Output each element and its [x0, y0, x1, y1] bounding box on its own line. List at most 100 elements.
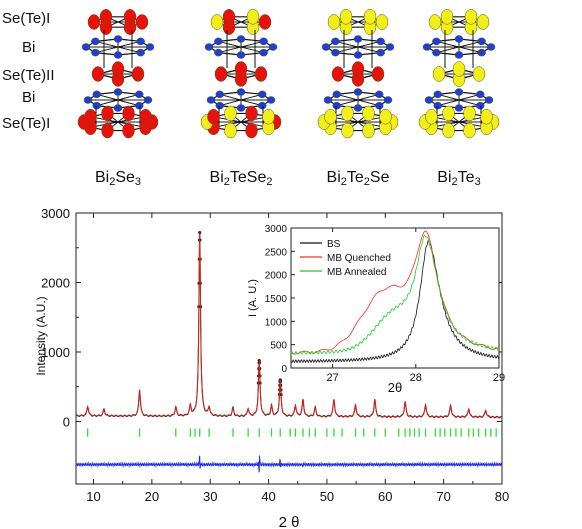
bismuth-atom: [145, 43, 155, 51]
main-y-tick-label: 2000: [41, 275, 70, 290]
layer-labels: Se(Te)I Bi Se(Te)II Bi Se(Te)I: [2, 10, 55, 132]
molecule-drawings: [77, 9, 500, 139]
bismuth-atom: [113, 51, 123, 59]
chalcogen-atom: [111, 61, 125, 77]
chalcogen-atom: [440, 9, 454, 25]
bismuth-atom: [486, 43, 496, 51]
inset-plot-frame: [290, 227, 500, 369]
bismuth-atom: [113, 88, 123, 96]
bismuth-atom: [268, 43, 278, 51]
inset-y-tick-label: 500: [270, 341, 287, 352]
inset-x-tick-label: 29: [493, 372, 505, 384]
inset-legend: BS MB Quenched MB Annealed: [300, 239, 391, 278]
bismuth-atom: [383, 96, 393, 104]
bismuth-atom: [134, 101, 144, 110]
bismuth-atom: [136, 37, 145, 46]
bismuth-atom: [321, 43, 331, 51]
bismuth-atom: [92, 90, 102, 99]
crystal-structure-3: [317, 9, 399, 139]
xrd-main-chart: 10 20 30 40 50 60 70 80 0 1000 2000 3000 2 θ Intens…: [34, 206, 509, 529]
inset-axes: 27 28 29 0 500 1000 1500 2000 2500 3000: [265, 224, 505, 384]
chalcogen-atom: [362, 105, 375, 122]
bismuth-atom: [81, 43, 91, 51]
bismuth-atom: [236, 35, 246, 43]
chalcogen-atom: [224, 122, 237, 139]
bismuth-atom: [214, 37, 223, 46]
bismuth-atom: [134, 90, 144, 99]
chalcogen-atom: [472, 66, 486, 82]
bismuth-atom: [206, 96, 216, 104]
chalcogen-atom: [222, 9, 236, 25]
inset-y-tick-label: 2500: [265, 247, 288, 258]
chalcogen-atom: [246, 9, 260, 25]
bismuth-atom: [143, 96, 153, 104]
bismuth-atom: [432, 37, 441, 46]
bismuth-atom: [257, 101, 267, 110]
legend-entry: MB Quenched: [327, 253, 391, 264]
bismuth-atom: [83, 96, 93, 104]
main-y-tick-label: 1000: [41, 345, 70, 360]
chalcogen-atom: [214, 66, 228, 82]
bismuth-atom: [215, 90, 225, 99]
chalcogen-atom: [463, 122, 476, 139]
main-y-tick-label: 3000: [41, 206, 70, 221]
bismuth-atom: [91, 37, 100, 46]
chalcogen-atom: [464, 9, 478, 25]
main-x-tick-label: 60: [378, 489, 392, 504]
main-x-tick-label: 10: [86, 489, 100, 504]
chalcogen-atom: [91, 66, 105, 82]
layer-label: Bi: [22, 89, 35, 106]
chalcogen-atom: [339, 9, 353, 25]
chalcogen-atom: [258, 14, 272, 30]
inset-series-line: [290, 234, 500, 355]
main-x-tick-label: 80: [495, 489, 509, 504]
main-x-axis-label: 2 θ: [279, 514, 300, 529]
chalcogen-atom: [262, 108, 275, 125]
chalcogen-atom: [122, 122, 135, 139]
bismuth-atom: [454, 104, 464, 112]
chalcogen-atom: [87, 14, 101, 30]
chalcogen-atom: [341, 122, 354, 139]
bismuth-atom: [113, 104, 123, 112]
inset-series-lines: [290, 230, 500, 364]
bismuth-atom: [454, 51, 464, 59]
crystal-structure-2: [200, 9, 282, 139]
main-x-tick-label: 40: [261, 489, 275, 504]
bismuth-atom: [113, 35, 123, 43]
series-difference-line: [75, 455, 503, 473]
inset-y-tick-label: 3000: [265, 224, 288, 235]
bismuth-atom: [91, 48, 100, 57]
bismuth-atom: [376, 48, 385, 57]
bismuth-atom: [376, 37, 385, 46]
layer-label: Bi: [22, 39, 35, 56]
chalcogen-atom: [139, 108, 152, 125]
main-x-tick-label: 50: [320, 489, 334, 504]
chalcogen-atom: [207, 108, 220, 125]
xrd-inset-chart: 27 28 29 0 500 1000 1500 2000 2500 3000 BS MB Quen…: [247, 224, 505, 395]
bismuth-atom: [204, 43, 214, 51]
inset-y-axis-label: I (A. U.): [247, 279, 259, 317]
bismuth-atom: [236, 104, 246, 112]
bismuth-atom: [454, 88, 464, 96]
chalcogen-atom: [442, 122, 455, 139]
chalcogen-atom: [371, 66, 385, 82]
bismuth-atom: [259, 37, 268, 46]
bismuth-atom: [215, 101, 225, 110]
chalcogen-atom: [101, 122, 114, 139]
main-x-tick-label: 30: [203, 489, 217, 504]
bismuth-atom: [331, 48, 340, 57]
bismuth-atom: [353, 35, 363, 43]
main-x-tick-label: 20: [145, 489, 159, 504]
bismuth-atom: [332, 90, 342, 99]
bismuth-atom: [385, 43, 395, 51]
inset-x-axis-label: 2θ: [388, 380, 402, 395]
bismuth-atom: [454, 35, 464, 43]
chalcogen-atom: [452, 61, 466, 77]
bismuth-atom: [353, 104, 363, 112]
compound-formulas: Bi2Se3 Bi2TeSe2 Bi2Te2Se Bi2Te3: [95, 169, 481, 188]
chalcogen-atom: [351, 61, 365, 77]
chalcogen-atom: [324, 108, 337, 125]
bismuth-atom: [424, 96, 434, 104]
bismuth-atom: [374, 101, 384, 110]
series-calculated-line: [76, 232, 502, 418]
